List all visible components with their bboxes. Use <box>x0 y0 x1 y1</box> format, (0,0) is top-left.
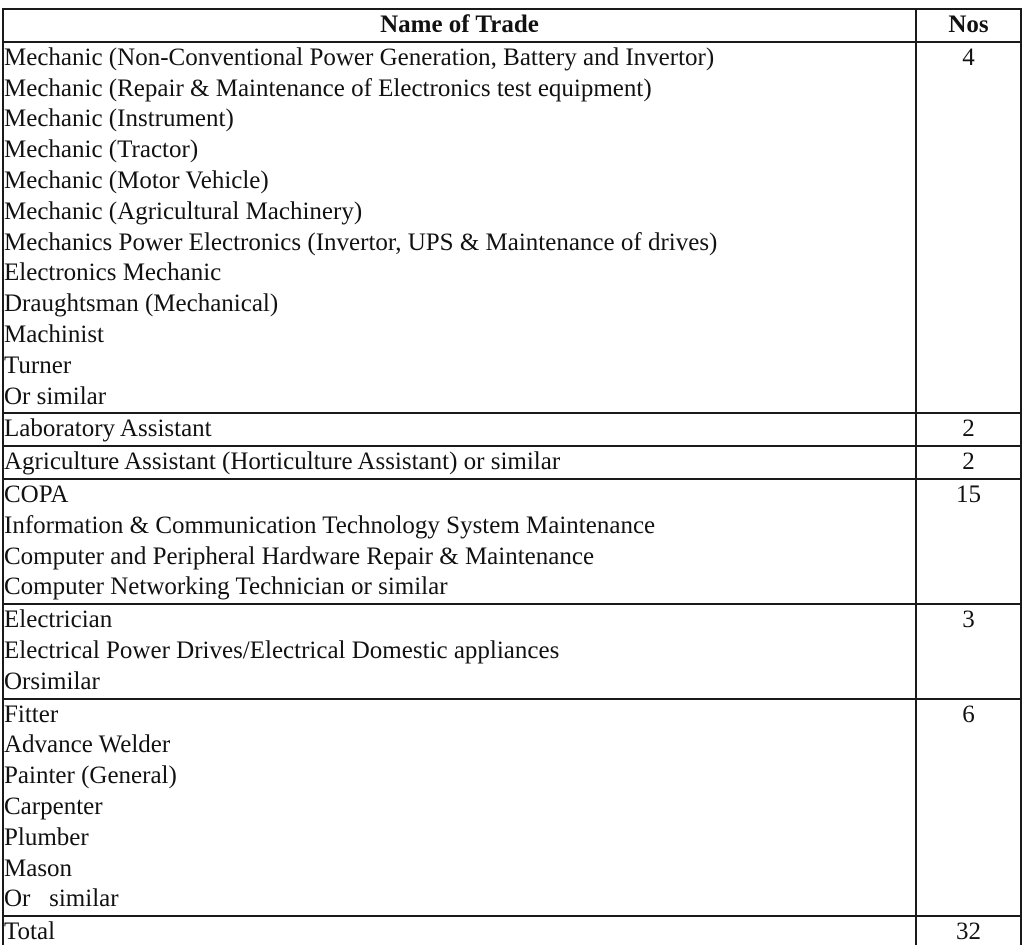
trade-line: Orsimilar <box>4 667 100 695</box>
table-header-row: Name of Trade Nos <box>2 8 1023 43</box>
header-nos: Nos <box>914 8 1023 43</box>
trade-line: Electrical Power Drives/Electrical Domes… <box>4 636 560 664</box>
table-head: Name of Trade Nos <box>2 8 1023 43</box>
header-name-of-trade: Name of Trade <box>2 8 917 43</box>
table-body: Mechanic (Non-Conventional Power Generat… <box>2 40 1023 945</box>
trade-line: Advance Welder <box>4 731 171 759</box>
trade-line: Agriculture Assistant (Horticulture Assi… <box>4 448 561 476</box>
trade-line: COPA <box>4 480 69 508</box>
table-row: Total 32 <box>2 915 1023 945</box>
trade-line: Carpenter <box>4 792 103 820</box>
trade-line: Mechanics Power Electronics (Invertor, U… <box>4 228 718 256</box>
table-row: Fitter Advance Welder Painter (General) Car… <box>2 697 1023 918</box>
trade-line: Information & Communication Technology S… <box>4 511 656 539</box>
nos-cell: 6 <box>914 697 1023 918</box>
trade-cell: Laboratory Assistant <box>2 412 917 448</box>
table-row: Agriculture Assistant (Horticulture Assi… <box>2 445 1023 480</box>
trade-line: Computer and Peripheral Hardware Repair … <box>4 542 595 570</box>
trade-line: Fitter <box>4 700 59 728</box>
trade-line: Total <box>4 918 56 945</box>
table-row: Electrician Electrical Power Drives/Elect… <box>2 603 1023 700</box>
trade-table: Name of Trade Nos Mechanic (Non-Conventi… <box>2 8 1023 945</box>
trade-line: Electrician <box>4 606 113 634</box>
nos-cell: 2 <box>914 445 1023 480</box>
trade-cell: COPA Information & Communication Technolo… <box>2 477 917 606</box>
table-row: Mechanic (Non-Conventional Power Generat… <box>2 40 1023 415</box>
trade-line: Machinist <box>4 320 104 348</box>
trade-line: Mechanic (Motor Vehicle) <box>4 166 269 194</box>
trade-line: Mechanic (Instrument) <box>4 105 234 133</box>
trade-cell: Total <box>2 915 917 945</box>
table-row: COPA Information & Communication Technolo… <box>2 477 1023 606</box>
trade-line: Draughtsman (Mechanical) <box>4 290 279 318</box>
trade-line: Mason <box>4 854 73 882</box>
trade-line: Or similar <box>4 382 107 410</box>
nos-cell: 3 <box>914 603 1023 700</box>
trade-line: Laboratory Assistant <box>4 415 212 443</box>
trade-line: Mechanic (Tractor) <box>4 136 199 164</box>
trade-line: Painter (General) <box>4 762 177 790</box>
nos-cell: 32 <box>914 915 1023 945</box>
trade-line: Mechanic (Non-Conventional Power Generat… <box>4 43 715 71</box>
trade-line: Turner <box>4 351 72 379</box>
trade-cell: Electrician Electrical Power Drives/Elect… <box>2 603 917 700</box>
trade-line: Electronics Mechanic <box>4 259 222 287</box>
trade-line: Computer Networking Technician or simila… <box>4 573 448 601</box>
trade-line: Mechanic (Repair & Maintenance of Electr… <box>4 74 652 102</box>
trade-cell: Fitter Advance Welder Painter (General) Car… <box>2 697 917 918</box>
nos-cell: 15 <box>914 477 1023 606</box>
trade-cell: Mechanic (Non-Conventional Power Generat… <box>2 40 917 415</box>
trade-cell: Agriculture Assistant (Horticulture Assi… <box>2 445 917 480</box>
nos-cell: 2 <box>914 412 1023 448</box>
nos-cell: 4 <box>914 40 1023 415</box>
table-row: Laboratory Assistant 2 <box>2 412 1023 448</box>
trade-line: Plumber <box>4 823 89 851</box>
trade-line: Mechanic (Agricultural Machinery) <box>4 197 363 225</box>
trade-line: Or similar <box>4 885 119 913</box>
